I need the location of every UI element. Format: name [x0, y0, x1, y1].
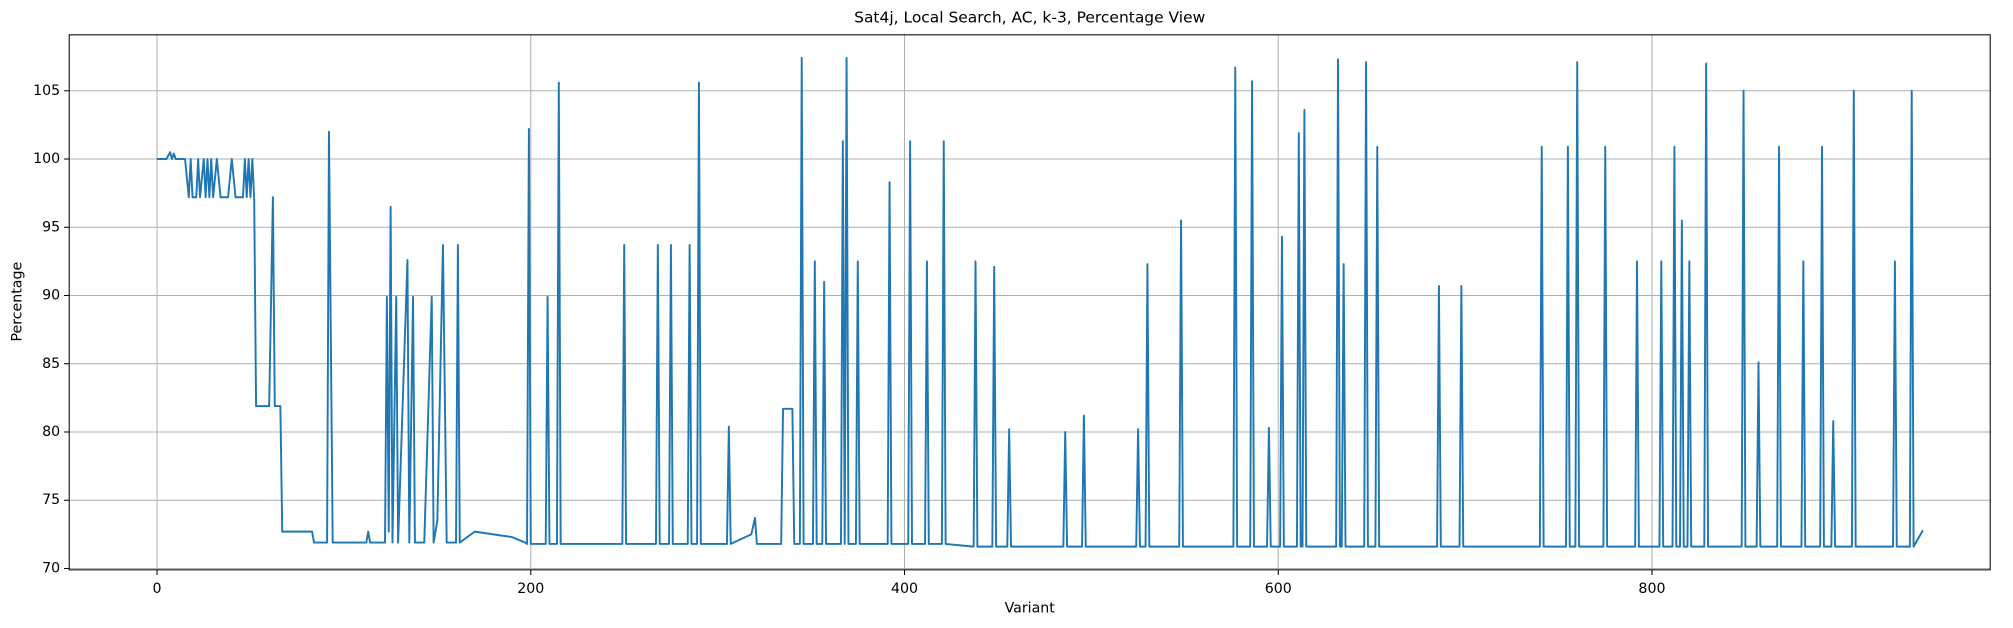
y-tick-label: 80: [42, 424, 60, 440]
x-tick-label: 800: [1638, 581, 1665, 597]
y-axis-label: Percentage: [10, 262, 26, 342]
y-tick-label: 85: [42, 356, 60, 372]
chart-title: Sat4j, Local Search, AC, k-3, Percentage…: [854, 9, 1205, 27]
y-tick-label: 100: [33, 151, 60, 167]
y-tick-label: 70: [42, 560, 60, 576]
y-tick-label: 105: [33, 83, 60, 99]
x-axis-label: Variant: [1005, 601, 1056, 617]
y-tick-label: 95: [42, 219, 60, 235]
y-tick-label: 90: [42, 288, 60, 304]
x-tick-label: 400: [891, 581, 918, 597]
x-tick-label: 600: [1265, 581, 1292, 597]
line: [157, 57, 1924, 548]
y-tick-label: 75: [42, 492, 60, 508]
x-tick-label: 200: [517, 581, 544, 597]
plot-frame: [68, 34, 1991, 571]
x-tick-label: 0: [153, 581, 162, 597]
